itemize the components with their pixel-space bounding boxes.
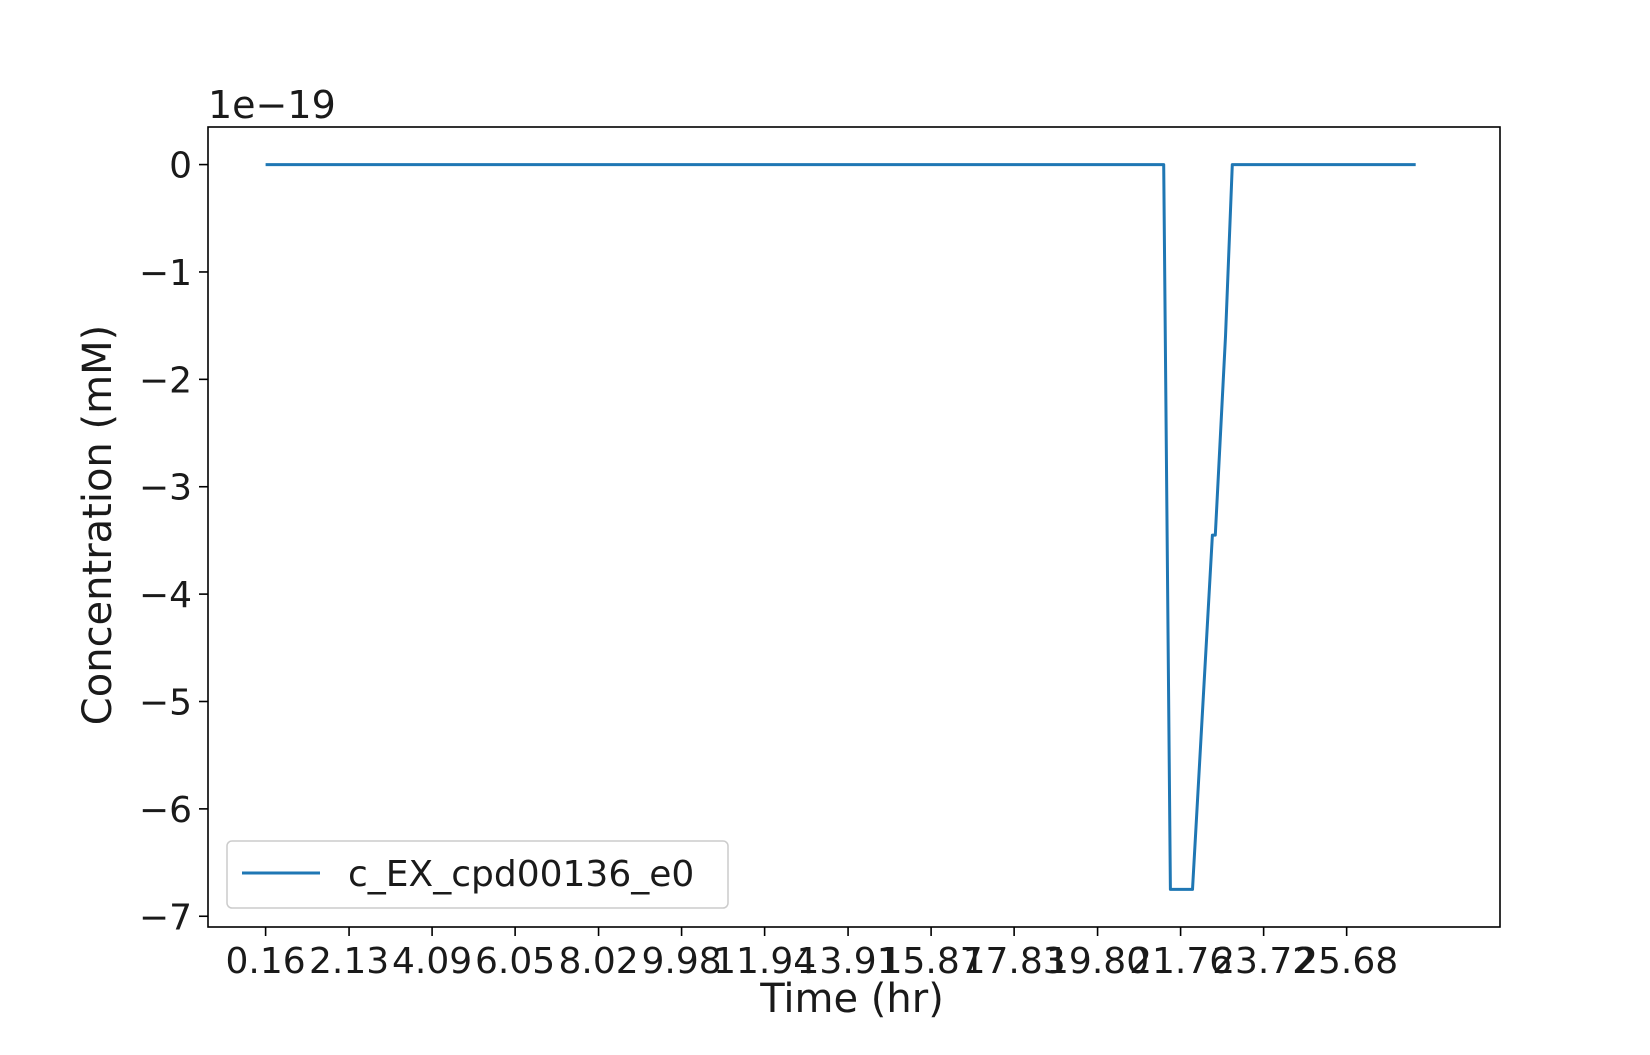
- y-tick-label: −4: [139, 575, 192, 616]
- y-axis-label: Concentration (mM): [75, 325, 121, 725]
- y-tick-label: −2: [139, 360, 192, 401]
- x-tick-label: 25.68: [1295, 941, 1398, 982]
- legend: c_EX_cpd00136_e0: [226, 840, 729, 909]
- x-tick-label: 0.16: [226, 941, 306, 982]
- x-tick-label: 21.76: [1129, 941, 1232, 982]
- x-tick-label: 15.87: [880, 941, 983, 982]
- y-tick-label: −5: [139, 682, 192, 723]
- y-tick-label: −7: [139, 897, 192, 938]
- legend-box: [226, 840, 729, 909]
- x-tick-label: 23.72: [1212, 941, 1315, 982]
- x-tick-label: 19.80: [1046, 941, 1149, 982]
- legend-label: c_EX_cpd00136_e0: [348, 854, 694, 895]
- x-tick-label: 4.09: [392, 941, 472, 982]
- y-axis-offset-label: 1e−19: [208, 83, 336, 127]
- y-tick-label: −3: [139, 468, 192, 509]
- y-tick-label: 0: [169, 146, 192, 187]
- x-axis-label: Time (hr): [759, 976, 944, 1022]
- series-line: [265, 163, 1416, 891]
- x-tick-label: 13.91: [797, 941, 900, 982]
- x-tick-label: 8.02: [558, 941, 638, 982]
- x-tick-label: 11.94: [713, 941, 816, 982]
- series-layer: [265, 163, 1416, 891]
- plot-frame: [207, 126, 1501, 928]
- y-axis-ticks: 0 −1 −2 −3 −4 −5 −6 −7: [139, 146, 208, 938]
- y-tick-label: −6: [139, 790, 192, 831]
- y-tick-label: −1: [139, 253, 192, 294]
- plot-area: [207, 126, 1501, 928]
- x-axis-ticks: 0.16 2.13 4.09 6.05 8.02 9.9811.9413.9115.871…: [226, 927, 1398, 982]
- x-tick-label: 9.98: [642, 941, 722, 982]
- x-tick-label: 6.05: [475, 941, 555, 982]
- x-tick-label: 2.13: [309, 941, 389, 982]
- x-tick-label: 17.83: [963, 941, 1066, 982]
